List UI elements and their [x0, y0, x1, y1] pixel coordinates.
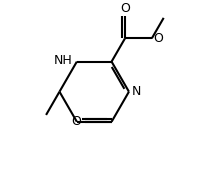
Text: O: O: [72, 115, 82, 128]
Text: N: N: [132, 85, 141, 98]
Text: O: O: [153, 32, 163, 45]
Text: O: O: [120, 2, 130, 15]
Text: NH: NH: [53, 53, 72, 67]
